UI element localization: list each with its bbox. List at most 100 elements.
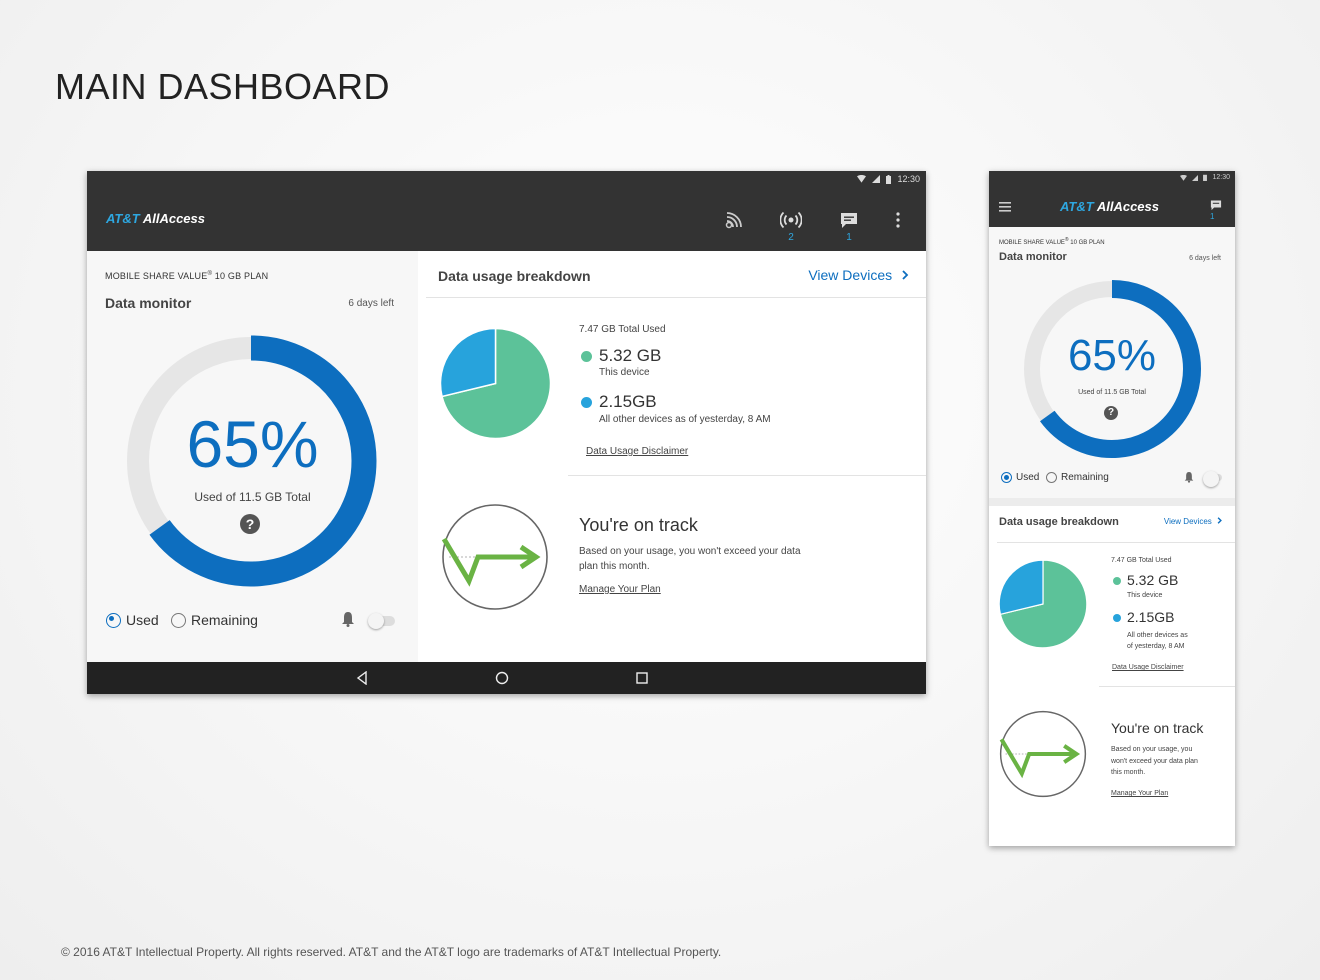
phone-alert-toggle[interactable] (1203, 471, 1222, 487)
on-track-divider (568, 475, 926, 476)
phone-donut-used-arc (1040, 280, 1201, 458)
phone-app-bar: AT&T AllAccess 1 (989, 187, 1235, 227)
on-track-text: Based on your usage, you won't exceed yo… (579, 544, 801, 574)
app-bar: AT&T AllAccess 2 1 (87, 189, 926, 251)
on-track-title: You're on track (579, 515, 698, 535)
plan-label: MOBILE SHARE VALUE® 10 GB PLAN (105, 271, 269, 281)
radio-used-label: Used (126, 612, 159, 628)
signal-icon (1192, 174, 1199, 181)
copyright-footer: © 2016 AT&T Intellectual Property. All r… (61, 945, 722, 959)
phone-section-separator (989, 498, 1235, 506)
phone-data-monitor: MOBILE SHARE VALUE® 10 GB PLAN Data moni… (989, 227, 1235, 498)
home-icon[interactable] (495, 671, 509, 685)
phone-usage-donut (1024, 280, 1201, 458)
phone-app-logo: AT&T AllAccess (1060, 199, 1159, 214)
phone-radio-used-label: Used (1016, 472, 1040, 483)
signal-icon (872, 175, 881, 183)
used-of-total: Used of 11.5 GB Total (194, 490, 311, 504)
view-devices-link[interactable]: View Devices (808, 267, 910, 283)
data-monitor-panel: MOBILE SHARE VALUE® 10 GB PLAN Data moni… (87, 251, 418, 662)
radio-remaining-label: Remaining (191, 612, 258, 628)
radio-remaining[interactable]: Remaining (171, 612, 258, 628)
phone-radio-remaining-label: Remaining (1061, 472, 1109, 483)
app-logo: AT&T AllAccess (106, 211, 205, 226)
messages-count: 1 (846, 232, 852, 243)
radio-used[interactable]: Used (106, 612, 159, 628)
phone-pie-slice-other-devices (998, 559, 1044, 616)
phone-other-devices-label: All other devices as of yesterday, 8 AM (1127, 632, 1188, 650)
status-time: 12:30 (897, 174, 920, 184)
radio-remaining-indicator[interactable] (171, 612, 186, 628)
on-track-icon (441, 504, 548, 610)
recents-icon[interactable] (635, 671, 649, 685)
phone-radio-used[interactable]: Used (1001, 472, 1039, 483)
data-monitor-title: Data monitor (105, 295, 192, 311)
phone-this-device-dot (1113, 577, 1121, 585)
phone-total-used: 7.47 GB Total Used (1111, 557, 1172, 564)
this-device-value: 5.32 GB (599, 346, 662, 365)
this-device-dot (581, 351, 592, 362)
phone-other-devices-value: 2.15GB (1127, 609, 1175, 625)
phone-usage-pie-chart (998, 559, 1088, 649)
manage-plan-link[interactable]: Manage Your Plan (579, 584, 661, 595)
other-devices-dot (581, 397, 592, 408)
nav-bar (87, 662, 926, 694)
battery-icon (886, 174, 892, 184)
phone-usage-percent: 65% (1067, 331, 1157, 380)
on-track-text-line-1: Based on your usage, you won't exceed yo… (579, 546, 801, 557)
hotspot-count: 2 (788, 232, 794, 243)
phone-status-bar: 12:30 (989, 171, 1235, 187)
phone-radio-used-indicator[interactable] (1001, 472, 1012, 483)
phone-data-monitor-title: Data monitor (999, 251, 1067, 263)
message-icon[interactable] (1209, 198, 1223, 212)
phone-radio-remaining-indicator[interactable] (1046, 472, 1057, 483)
hotspot-icon[interactable] (780, 209, 802, 231)
phone-other-devices-dot (1113, 614, 1121, 622)
pie-slice-other-devices (439, 327, 497, 398)
menu-icon[interactable] (999, 201, 1011, 212)
radio-used-indicator[interactable] (106, 612, 121, 628)
bell-icon (1184, 472, 1194, 483)
days-left: 6 days left (348, 298, 394, 309)
donut-used-arc (149, 335, 377, 587)
wifi-icon (857, 175, 867, 183)
phone-on-track-text: Based on your usage, you won't exceed yo… (1111, 746, 1198, 776)
message-icon[interactable] (838, 209, 860, 231)
phone-plan-label: MOBILE SHARE VALUE® 10 GB PLAN (999, 237, 1105, 246)
breakdown-title: Data usage breakdown (438, 268, 591, 284)
breakdown-divider (426, 297, 926, 298)
help-icon[interactable]: ? (240, 514, 260, 534)
bell-icon (342, 612, 354, 627)
phone-breakdown-title: Data usage breakdown (999, 516, 1119, 528)
breakdown-panel: Data usage breakdown View Devices 7.47 G… (418, 251, 926, 662)
phone-data-usage-disclaimer-link[interactable]: Data Usage Disclaimer (1112, 664, 1184, 671)
phone-mockup: 12:30 AT&T AllAccess 1 MOBILE SHARE VALU… (989, 171, 1235, 846)
pie-slice-this-device (441, 327, 552, 440)
usage-pie-chart (439, 327, 552, 440)
wifi-icon (1180, 174, 1188, 181)
other-devices-label: All other devices as of yesterday, 8 AM (599, 414, 771, 425)
phone-radio-remaining[interactable]: Remaining (1046, 472, 1109, 483)
chevron-right-icon (1217, 517, 1222, 524)
battery-icon (1203, 174, 1208, 181)
phone-status-time: 12:30 (1212, 174, 1230, 181)
usage-percent: 65% (186, 407, 319, 481)
phone-this-device-value: 5.32 GB (1127, 572, 1179, 588)
tablet-mockup: 12:30 AT&T AllAccess 2 1 MOBILE SHARE VA… (87, 171, 926, 694)
phone-manage-plan-link[interactable]: Manage Your Plan (1111, 790, 1169, 797)
phone-on-track-title: You're on track (1111, 720, 1204, 736)
on-track-text-line-2: plan this month. (579, 561, 650, 572)
other-devices-value: 2.15GB (599, 392, 657, 411)
phone-used-of-total: Used of 11.5 GB Total (1078, 389, 1146, 396)
phone-this-device-label: This device (1127, 592, 1163, 599)
alert-toggle[interactable] (368, 613, 395, 629)
phone-breakdown-divider (997, 542, 1235, 543)
more-vert-icon[interactable] (887, 209, 909, 231)
phone-help-icon[interactable]: ? (1104, 406, 1118, 420)
chevron-right-icon (902, 270, 909, 280)
data-usage-disclaimer-link[interactable]: Data Usage Disclaimer (586, 446, 689, 457)
phone-view-devices-link[interactable]: View Devices (1164, 517, 1223, 526)
phone-messages-count: 1 (1210, 212, 1215, 221)
back-icon[interactable] (355, 671, 369, 685)
cast-icon[interactable] (723, 209, 745, 231)
